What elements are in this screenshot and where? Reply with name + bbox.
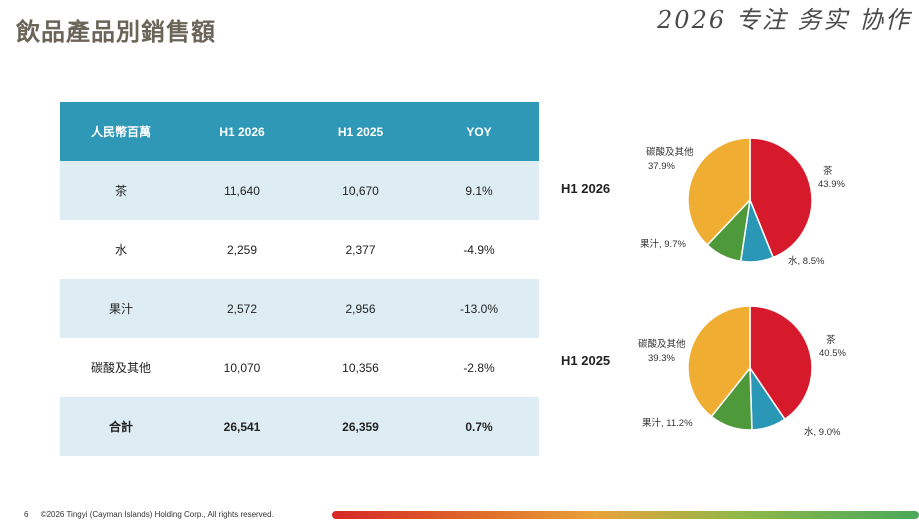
page-title: 飲品產品別銷售額 <box>16 18 216 46</box>
pie-label-carbonated-other: 碳酸及其他 <box>638 338 686 350</box>
header-h1-2025: H1 2025 <box>302 102 419 161</box>
table-row: 碳酸及其他 10,070 10,356 -2.8% <box>60 338 539 397</box>
pie-label-tea: 茶 <box>823 165 833 177</box>
cell-h1-2025: 26,359 <box>302 397 419 456</box>
header-h1-2026: H1 2026 <box>182 102 302 161</box>
table-total-row: 合計 26,541 26,359 0.7% <box>60 397 539 456</box>
pie-label-juice: 果汁, 11.2% <box>642 417 693 429</box>
pie-period-label-2026: H1 2026 <box>561 181 611 196</box>
pie-slice-tea <box>749 137 813 259</box>
cell-h1-2026: 11,640 <box>182 161 302 220</box>
table-row: 果汁 2,572 2,956 -13.0% <box>60 279 539 338</box>
pie-period-label-2025: H1 2025 <box>561 353 611 368</box>
cell-h1-2025: 2,377 <box>345 242 376 257</box>
cell-h1-2026: 10,070 <box>223 360 261 375</box>
row-label: 碳酸及其他 <box>90 361 151 375</box>
page-number: 6 <box>24 510 29 519</box>
header-unit: 人民幣百萬 <box>60 102 182 161</box>
row-label: 水 <box>114 243 127 257</box>
row-label: 合計 <box>60 397 182 456</box>
cell-h1-2025: 10,356 <box>342 360 379 375</box>
cell-h1-2025: 2,956 <box>302 279 419 338</box>
row-label: 茶 <box>60 161 182 220</box>
pie-label-water: 水, 8.5% <box>788 255 825 267</box>
table-header-row: 人民幣百萬 H1 2026 H1 2025 YOY <box>60 102 539 161</box>
cell-h1-2025: 10,670 <box>302 161 419 220</box>
cell-yoy: 9.1% <box>419 161 539 220</box>
footer: 6 ©2026 Tingyi (Cayman Islands) Holding … <box>24 510 274 519</box>
cell-h1-2026: 2,572 <box>182 279 302 338</box>
pie-slice-carbonated-other <box>687 305 751 418</box>
slogan-text: 2026 专注 务实 协作 <box>657 6 911 34</box>
pie-label-tea-value: 40.5% <box>819 348 846 359</box>
header-yoy: YOY <box>419 102 539 161</box>
pie-label-carbonated-other-value: 37.9% <box>648 161 675 172</box>
pie-slice-tea <box>749 305 813 421</box>
pie-label-water: 水, 9.0% <box>804 426 841 438</box>
cell-yoy: -13.0% <box>419 279 539 338</box>
decorative-gradient-bar <box>332 511 919 519</box>
pie-label-tea-value: 43.9% <box>818 179 845 190</box>
pie-label-tea: 茶 <box>826 334 836 346</box>
copyright-text: ©2026 Tingyi (Cayman Islands) Holding Co… <box>40 510 274 519</box>
pie-label-juice: 果汁, 9.7% <box>640 238 686 250</box>
cell-yoy: -4.9% <box>463 242 495 257</box>
pie-slice-carbonated-other <box>687 137 751 246</box>
table-row: 水 2,259 2,377 -4.9% <box>60 220 539 279</box>
table-row: 茶 11,640 10,670 9.1% <box>60 161 539 220</box>
cell-yoy: 0.7% <box>419 397 539 456</box>
pie-label-carbonated-other-value: 39.3% <box>648 353 675 364</box>
pie-label-carbonated-other: 碳酸及其他 <box>646 146 694 158</box>
cell-yoy: -2.8% <box>463 360 495 375</box>
cell-h1-2026: 2,259 <box>226 242 258 257</box>
cell-h1-2026: 26,541 <box>182 397 302 456</box>
pie-chart-h1-2025: 茶 40.5% 水, 9.0% 果汁, 11.2% 碳酸及其他 39.3% <box>638 305 846 438</box>
sales-table: 人民幣百萬 H1 2026 H1 2025 YOY 茶 11,640 10,67… <box>60 102 539 456</box>
row-label: 果汁 <box>60 279 182 338</box>
pie-chart-h1-2026: 茶 43.9% 水, 8.5% 果汁, 9.7% 碳酸及其他 37.9% <box>640 137 845 267</box>
